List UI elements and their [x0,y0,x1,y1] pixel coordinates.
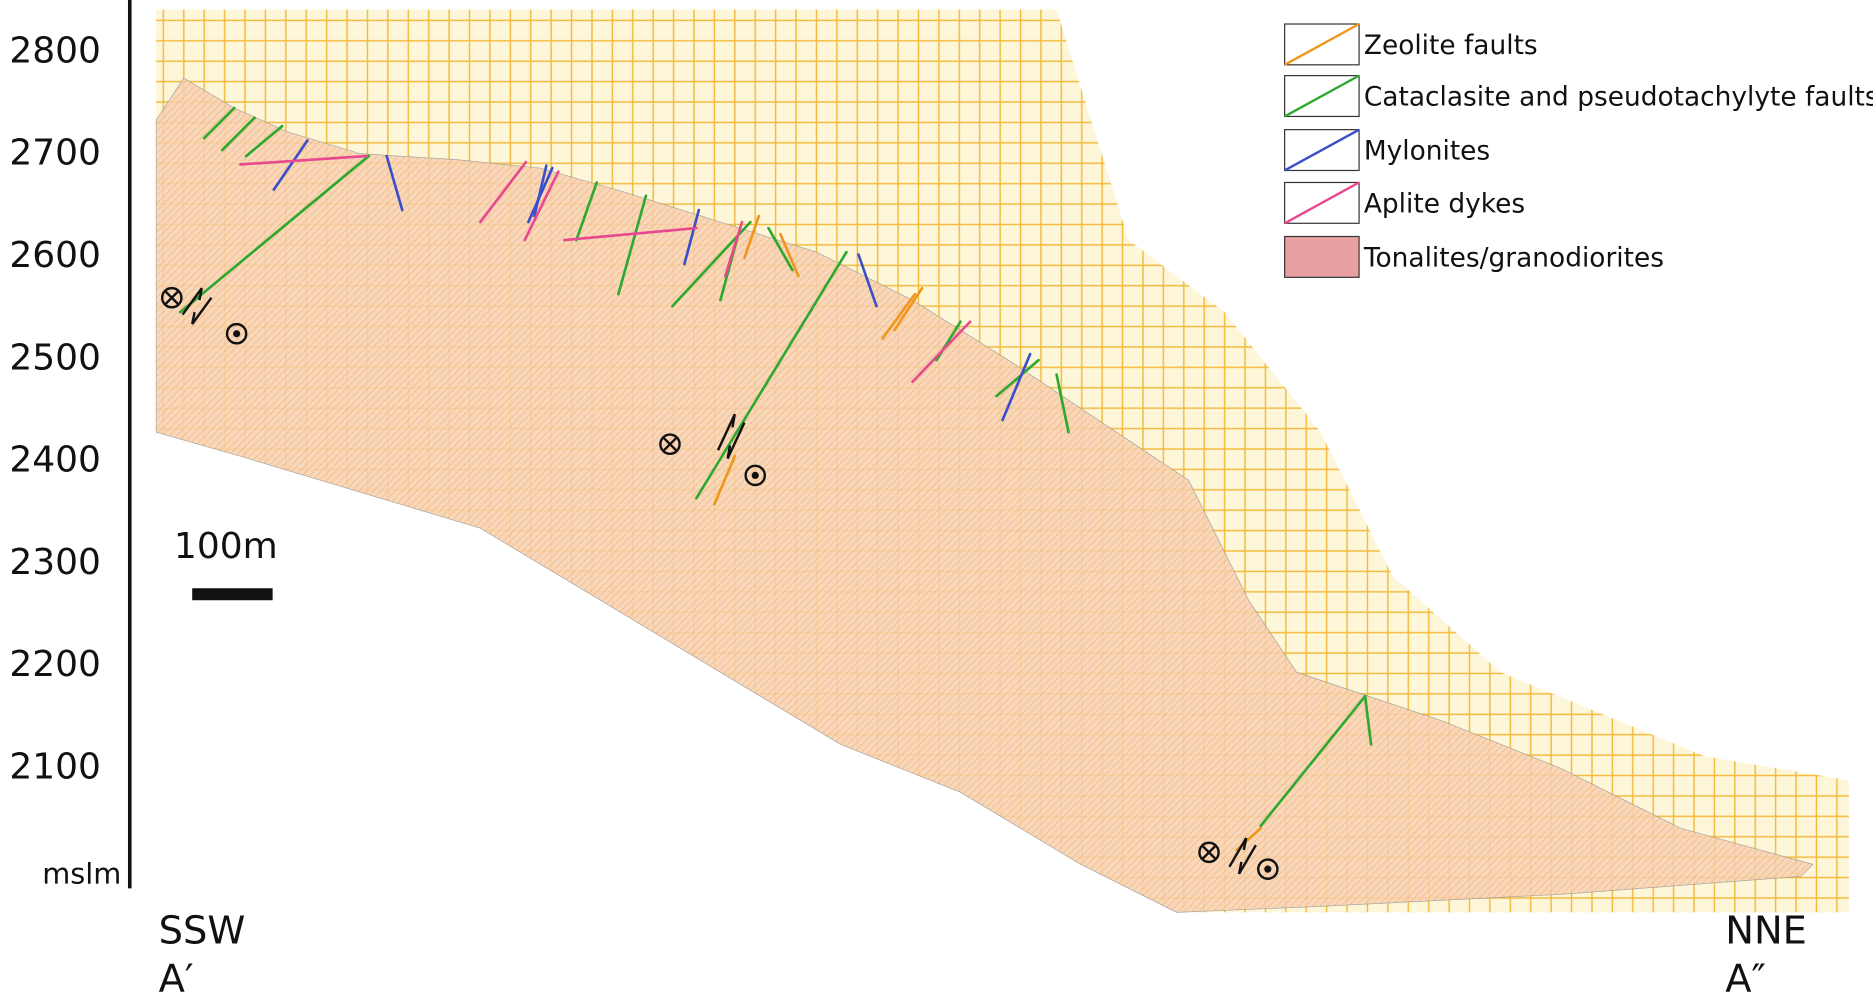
elevation-tick-label: 2500 [9,337,101,378]
legend-label: Tonalites/granodiorites [1363,243,1664,274]
legend-label: Aplite dykes [1364,188,1525,219]
cross-section-figure: 2800 2700 2600 2500 2400 2300 2200 2100 mslm 10… [0,0,1873,994]
elevation-tick-label: 2200 [9,644,101,685]
scale-bar-label: 100m [174,526,278,567]
legend-box [1285,236,1359,277]
elevation-tick-label: 2400 [9,440,101,481]
elevation-tick-label: 2700 [9,133,101,174]
elevation-ticks: 2800 2700 2600 2500 2400 2300 2200 2100 [9,30,101,787]
start-label: A′ [159,957,194,994]
elevation-tick-label: 2600 [9,235,101,276]
legend-label: Cataclasite and pseudotachylyte faults [1364,82,1873,113]
elevation-tick-label: 2800 [9,30,101,71]
page: 2800 2700 2600 2500 2400 2300 2200 2100 mslm 10… [0,0,1873,994]
start-direction: SSW [159,909,246,954]
end-label: A″ [1725,957,1766,994]
legend: Zeolite faults Cataclasite and pseudotach… [1285,24,1873,277]
legend-label: Mylonites [1364,136,1490,167]
scale-bar [192,588,272,600]
end-direction: NNE [1725,909,1807,954]
elevation-unit: mslm [42,857,121,891]
legend-label: Zeolite faults [1364,30,1538,61]
elevation-tick-label: 2100 [9,746,101,787]
elevation-tick-label: 2300 [9,542,101,583]
